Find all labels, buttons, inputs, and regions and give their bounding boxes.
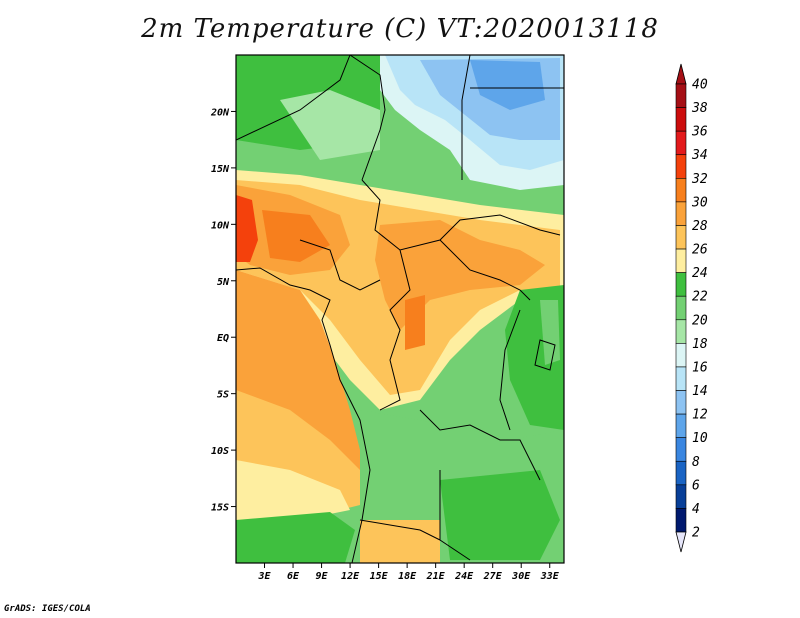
colorbar-label: 28 [692, 219, 708, 234]
colorbar-label: 12 [692, 408, 708, 423]
colorbar-label: 32 [691, 172, 708, 187]
colorbar-swatch [675, 437, 687, 462]
lon-tick-label: 15E [370, 571, 389, 582]
colorbar-label: 26 [692, 243, 708, 258]
lon-tick-label: 6E [287, 571, 300, 582]
colorbar-label: 24 [692, 266, 708, 281]
grads-credit: GrADS: IGES/COLA [4, 604, 91, 614]
colorbar-label: 22 [692, 290, 708, 305]
lat-tick-label: 10S [211, 446, 229, 457]
lon-tick-label: 3E [257, 571, 271, 582]
colorbar-max-arrow [675, 63, 687, 85]
border-drc-south [419, 409, 541, 481]
field-ocean-south [236, 512, 355, 563]
temperature-field [236, 55, 564, 563]
colorbar-label: 18 [692, 337, 708, 352]
lat-tick-label: 15N [211, 164, 230, 175]
colorbar-label: 4 [692, 502, 700, 517]
border-nigeria [299, 239, 381, 291]
colorbar-swatch [675, 295, 687, 321]
field-hot-congo [405, 295, 425, 350]
colorbar-label: 20 [692, 313, 708, 328]
field-south-warm [360, 520, 440, 563]
colorbar-swatch [675, 107, 687, 132]
colorbar-min-arrow [675, 531, 687, 553]
lake-victoria [534, 339, 556, 371]
colorbar-swatch [675, 201, 687, 226]
lon-tick-label: 33E [540, 571, 560, 582]
lon-tick-label: 21E [426, 571, 446, 582]
colorbar: 40 38 36 34 32 30 28 26 24 22 20 18 16 14 12 10 8 6 4 2 [675, 63, 708, 553]
colorbar-swatch [675, 366, 687, 391]
lon-tick-label: 27E [483, 571, 503, 582]
lat-tick-label: 10N [211, 220, 230, 231]
lat-tick-label: 15S [211, 503, 229, 514]
lat-tick-label: 5N [217, 277, 230, 288]
border-congo-west [379, 249, 411, 411]
border-namibia [359, 519, 441, 541]
colorbar-swatch [675, 390, 687, 415]
lon-tick-label: 18E [398, 571, 417, 582]
lon-tick-label: 12E [341, 571, 360, 582]
colorbar-swatch [675, 460, 687, 486]
field-cool-patch [280, 90, 380, 160]
colorbar-swatch [675, 272, 687, 297]
borders [236, 55, 564, 563]
colorbar-label: 30 [691, 195, 708, 210]
lon-axis: 3E 6E 9E 12E 15E 18E 21E 24E 27E 30E 33E [257, 563, 560, 582]
colorbar-label: 2 [692, 526, 700, 541]
colorbar-label: 8 [692, 455, 700, 470]
border-libya-egypt [380, 55, 471, 180]
lon-tick-label: 30E [511, 571, 531, 582]
colorbar-swatch [675, 508, 687, 533]
map-frame [235, 54, 565, 564]
colorbar-swatch [675, 343, 687, 368]
colorbar-swatch [675, 248, 687, 273]
border-north-2 [349, 55, 386, 181]
lat-tick-label: 20N [210, 107, 230, 118]
colorbar-swatch [675, 225, 687, 250]
colorbar-swatch [675, 319, 687, 344]
colorbar-label: 36 [691, 125, 708, 140]
field-hottest [236, 195, 258, 262]
lat-axis: 20N 15N 10N 5N EQ 5S 10S 15S [210, 107, 236, 514]
colorbar-swatch [675, 484, 687, 509]
colorbar-swatch [675, 178, 687, 203]
colorbar-swatch [675, 130, 687, 156]
colorbar-swatch [675, 83, 687, 108]
lat-tick-label: 5S [217, 390, 229, 401]
field-hot-core [262, 210, 330, 262]
lon-tick-label: 9E [316, 571, 329, 582]
colorbar-label: 6 [692, 478, 700, 493]
colorbar-label: 14 [692, 384, 708, 399]
colorbar-swatch [675, 154, 687, 179]
lon-tick-label: 24E [454, 571, 474, 582]
field-cold-core [470, 60, 545, 110]
colorbar-label: 38 [691, 101, 708, 116]
border-east-lakes [499, 309, 521, 431]
field-south-green [440, 470, 560, 560]
colorbar-label: 10 [692, 431, 708, 446]
field-east-lakes [540, 300, 560, 365]
colorbar-label: 40 [692, 78, 708, 93]
border-car [439, 239, 531, 301]
field-ocean-cool [236, 460, 350, 520]
colorbar-label: 34 [691, 148, 708, 163]
colorbar-label: 16 [692, 360, 708, 375]
lat-tick-label: EQ [217, 333, 229, 344]
chart-title: 2m Temperature (C) VT:2020013118 [141, 14, 659, 44]
border-north-1 [236, 55, 351, 141]
coastline-west [236, 267, 371, 563]
colorbar-swatch [675, 413, 687, 438]
